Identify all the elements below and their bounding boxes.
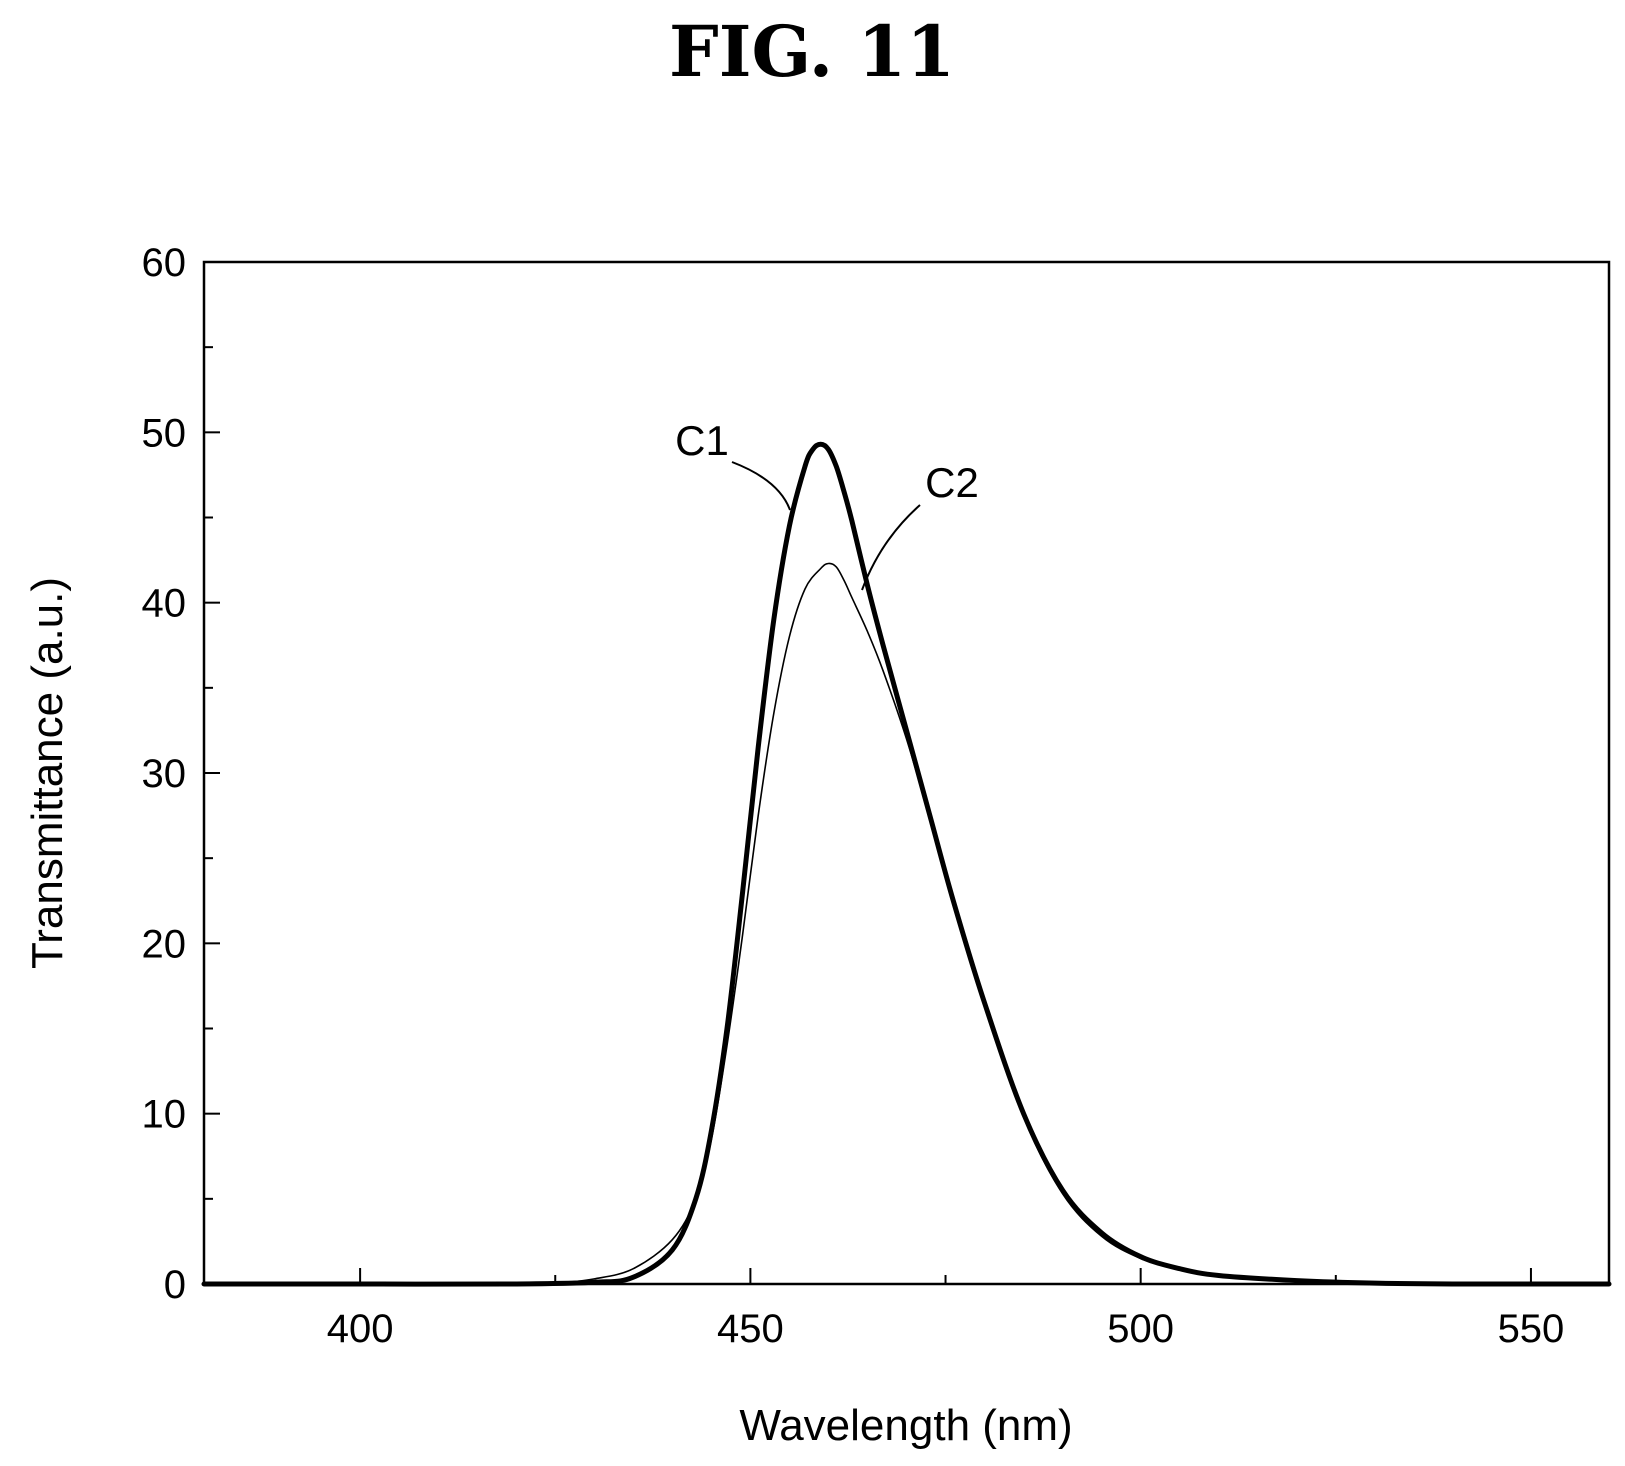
x-axis-ticks: 400 450 500 550 (327, 1268, 1565, 1351)
y-tick-label-20: 20 (142, 922, 187, 966)
series-group (201, 441, 1612, 1287)
annotation-leader-c2 (861, 504, 921, 591)
y-tick-label-50: 50 (142, 411, 187, 455)
y-tick-label-40: 40 (142, 582, 187, 626)
annotation-c1: C1 (675, 417, 729, 464)
y-axis-label: Transmittance (a.u.) (23, 577, 72, 969)
y-tick-label-30: 30 (142, 752, 187, 796)
annotation-group: C1 C2 (675, 417, 979, 591)
series-line-c1 (201, 441, 1612, 1287)
x-tick-label-400: 400 (327, 1307, 394, 1351)
figure-title: FIG. 11 (669, 10, 955, 93)
y-tick-label-10: 10 (142, 1093, 187, 1137)
y-tick-label-60: 60 (142, 241, 187, 285)
plot-frame (202, 260, 1611, 1286)
annotation-c2: C2 (925, 459, 979, 506)
minor-ticks (204, 346, 1337, 1284)
y-tick-label-0: 0 (164, 1263, 186, 1307)
x-tick-label-500: 500 (1107, 1307, 1174, 1351)
x-axis-label: Wavelength (nm) (739, 1401, 1072, 1450)
y-axis-ticks: 0 10 20 30 40 50 60 (142, 241, 220, 1307)
x-tick-label-450: 450 (717, 1307, 784, 1351)
series-line-c2 (203, 562, 1610, 1285)
x-tick-label-550: 550 (1498, 1307, 1565, 1351)
annotation-leader-c1 (731, 461, 791, 511)
